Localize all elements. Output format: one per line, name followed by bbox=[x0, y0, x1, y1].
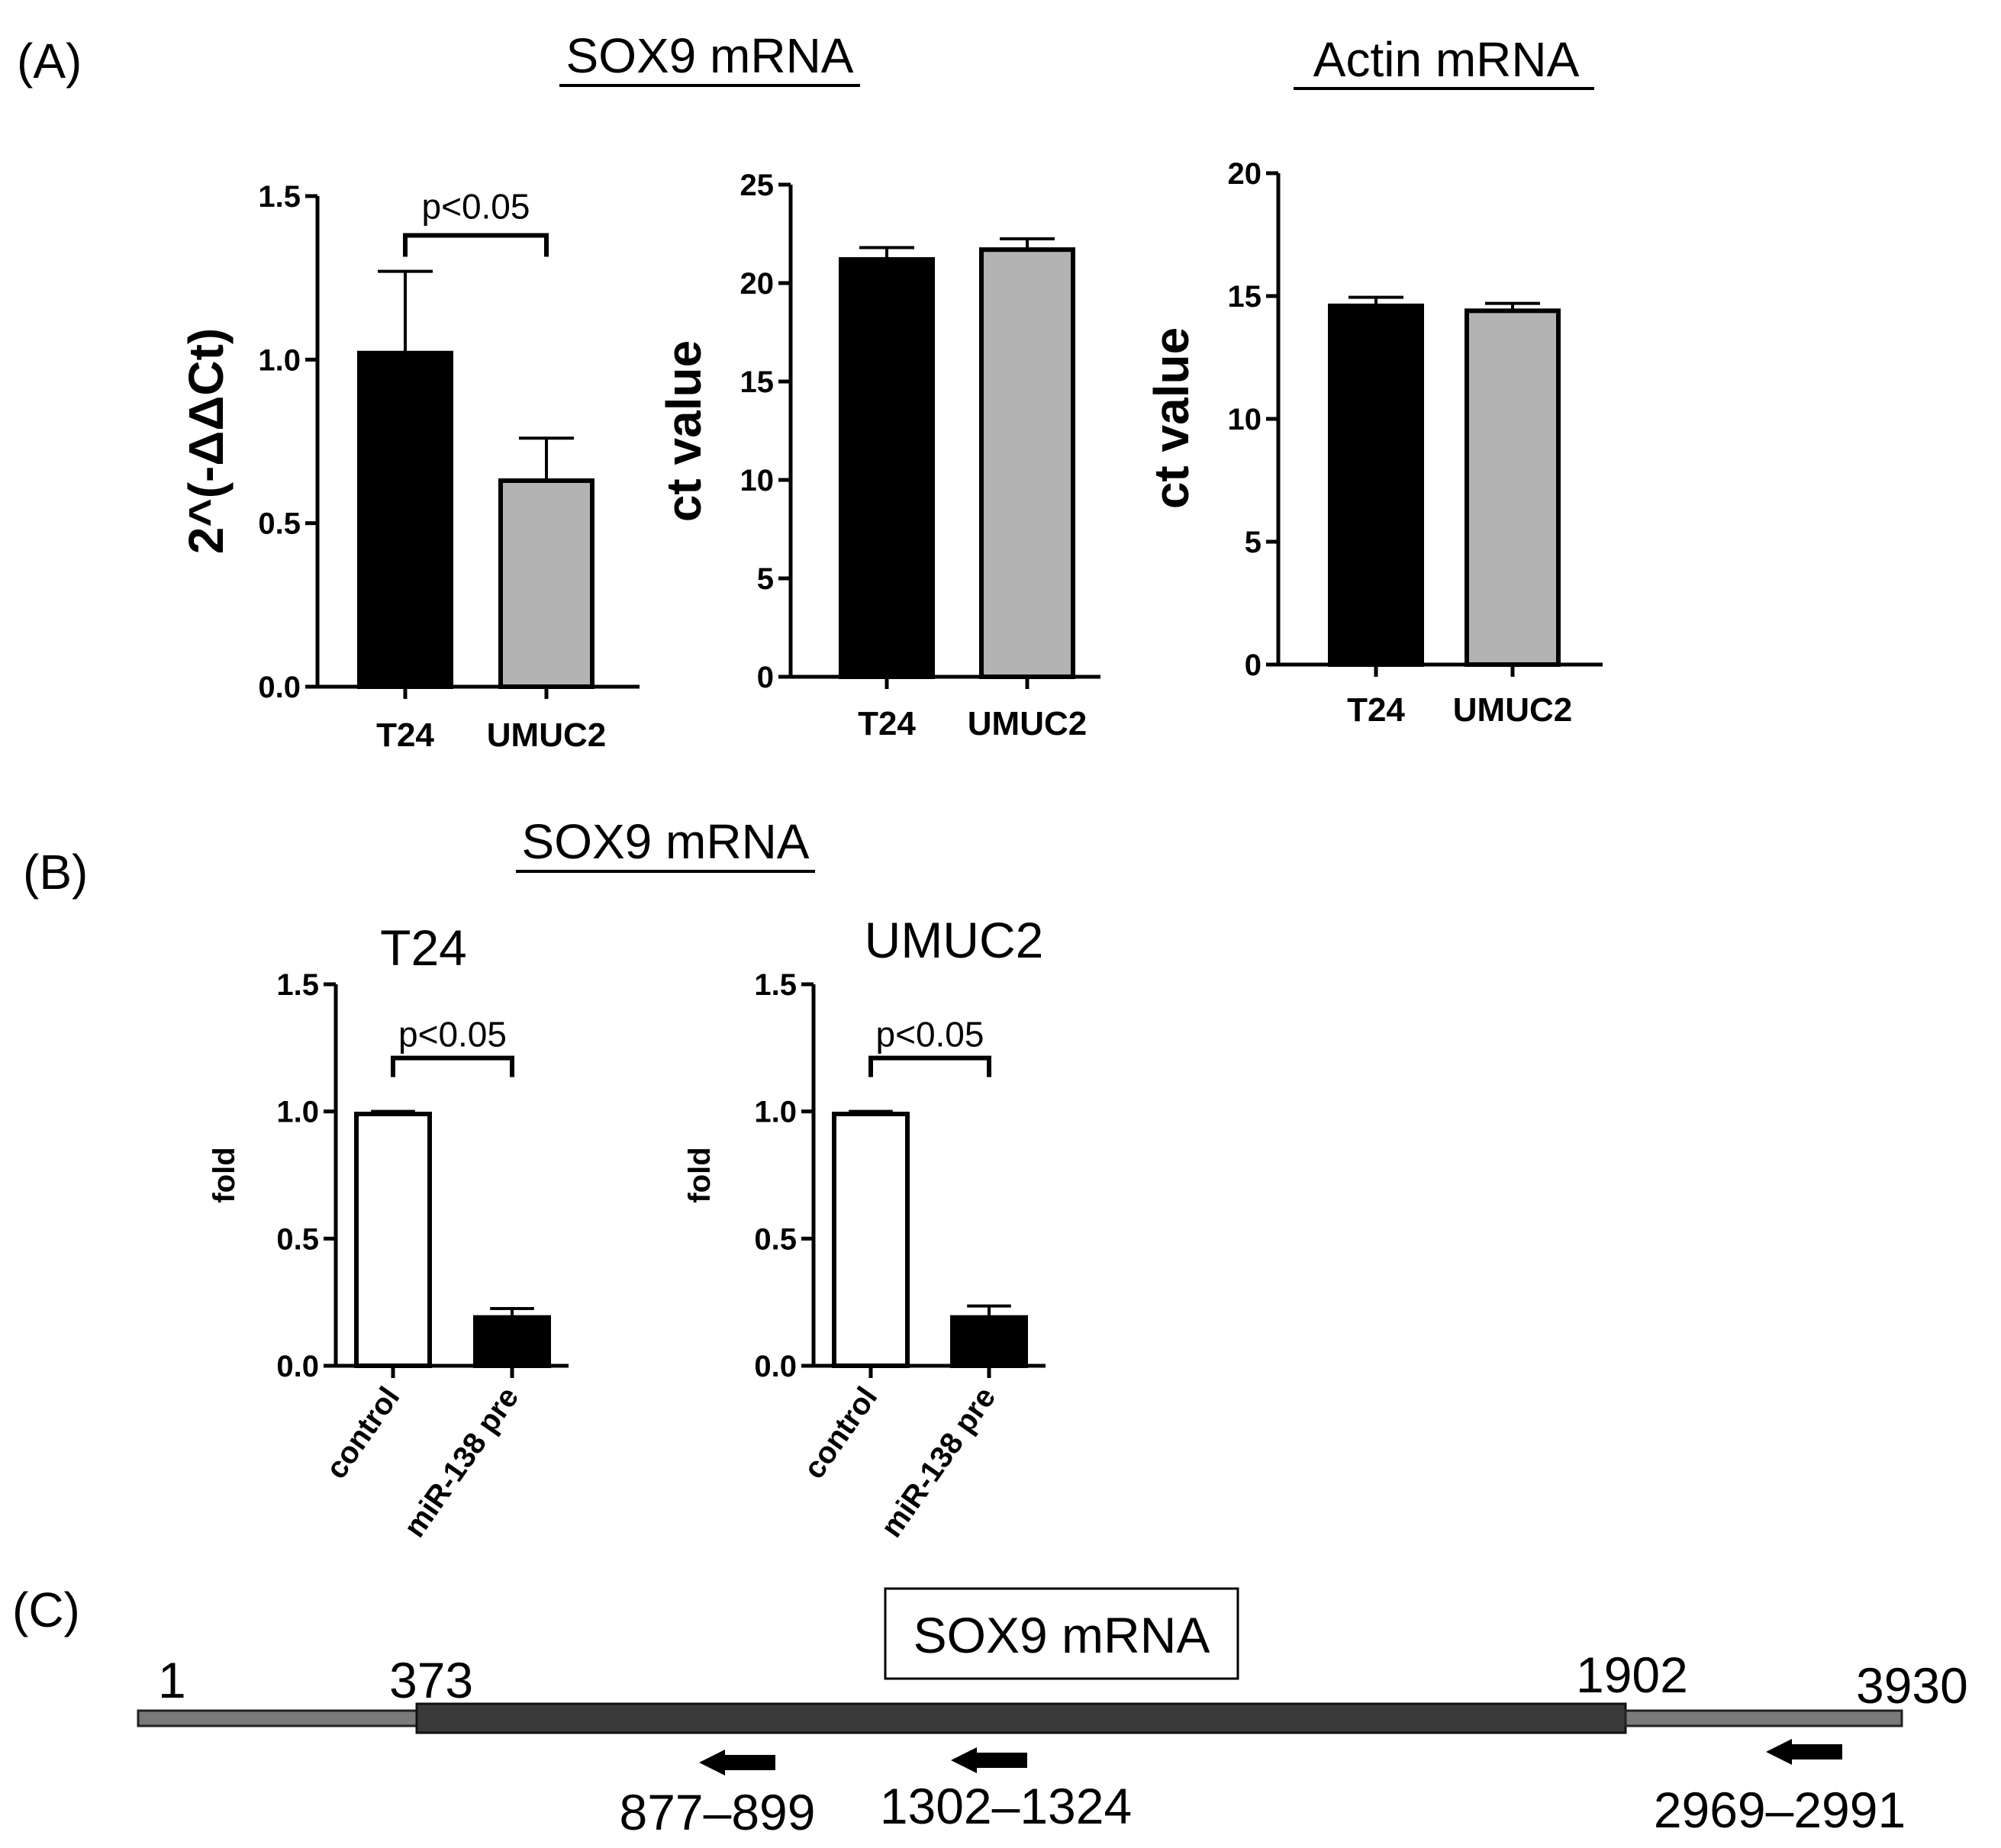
bar-umuc2 bbox=[498, 478, 594, 689]
significance-bracket bbox=[403, 233, 549, 257]
primer-arrow-shaft bbox=[1790, 1744, 1842, 1759]
bar-umuc2 bbox=[979, 247, 1075, 679]
y-axis-label: ct value bbox=[656, 340, 711, 522]
primer-877-899: 877–899 bbox=[620, 1750, 816, 1840]
position-label-start: 1 bbox=[158, 1652, 186, 1708]
subplot-title: T24 bbox=[380, 919, 467, 976]
five-prime-utr bbox=[137, 1709, 418, 1727]
panel-b-sox9-title: SOX9 mRNA bbox=[522, 814, 810, 869]
bar-umuc2 bbox=[1464, 308, 1561, 667]
y-tick-label: 0.5 bbox=[258, 507, 301, 541]
bar-mir-138-pre bbox=[473, 1315, 551, 1368]
category-label: T24 bbox=[376, 716, 434, 754]
category-label: T24 bbox=[858, 705, 916, 742]
sox9-mrna-map: SOX9 mRNA 1 373 1902 3930 877–899 1302–1… bbox=[137, 1587, 1968, 1840]
bar-t24 bbox=[1328, 303, 1424, 667]
y-tick-label: 0.5 bbox=[276, 1222, 319, 1256]
three-prime-utr bbox=[1624, 1709, 1903, 1727]
primer-arrow-shaft bbox=[723, 1755, 775, 1770]
significance-bracket bbox=[868, 1055, 991, 1077]
y-tick-label: 1.5 bbox=[754, 968, 797, 1002]
y-tick-label: 5 bbox=[757, 562, 774, 596]
y-tick-label: 0.0 bbox=[754, 1350, 797, 1383]
bar-t24 bbox=[839, 257, 935, 680]
category-label: control bbox=[320, 1381, 407, 1485]
y-tick-label: 1.0 bbox=[258, 343, 301, 377]
category-label: UMUC2 bbox=[487, 716, 606, 754]
category-label: control bbox=[798, 1381, 884, 1485]
primer-arrow-shaft bbox=[975, 1753, 1027, 1768]
chart-actin-ct-value: ct value 0 5 10 15 20 T24 UMUC2 bbox=[1144, 157, 1603, 729]
y-tick-label: 5 bbox=[1245, 526, 1262, 559]
y-axis-label: 2^(-ΔΔCt) bbox=[179, 328, 234, 554]
primer-arrow-head-icon bbox=[699, 1750, 725, 1776]
subplot-title: UMUC2 bbox=[865, 912, 1044, 968]
position-label-end: 3930 bbox=[1856, 1657, 1968, 1714]
map-title: SOX9 mRNA bbox=[914, 1607, 1210, 1663]
coding-region bbox=[415, 1702, 1627, 1734]
bar-control bbox=[832, 1112, 910, 1368]
category-label: UMUC2 bbox=[968, 705, 1087, 742]
y-tick-label: 0.5 bbox=[754, 1222, 797, 1256]
primer-1302-1324: 1302–1324 bbox=[880, 1747, 1132, 1834]
y-tick-label: 10 bbox=[1228, 403, 1262, 436]
bar-control bbox=[354, 1112, 432, 1368]
panel-label-c: (C) bbox=[12, 1582, 80, 1637]
y-tick-label: 0.0 bbox=[276, 1350, 319, 1383]
y-tick-label: 20 bbox=[740, 267, 775, 301]
position-label-cds-end: 1902 bbox=[1576, 1647, 1688, 1703]
primer-arrow-head-icon bbox=[951, 1747, 977, 1773]
y-tick-label: 1.5 bbox=[258, 180, 301, 214]
panel-label-a: (A) bbox=[17, 34, 82, 89]
y-tick-label: 0 bbox=[1245, 649, 1262, 682]
panel-label-b: (B) bbox=[23, 845, 88, 900]
bar-mir-138-pre bbox=[950, 1315, 1028, 1368]
category-label: miR-138 pre bbox=[398, 1381, 525, 1544]
position-label-cds-start: 373 bbox=[389, 1652, 473, 1708]
y-axis-label: fold bbox=[683, 1147, 717, 1202]
primer-label: 2969–2991 bbox=[1654, 1782, 1906, 1838]
bar-t24 bbox=[357, 350, 453, 689]
map-title-box bbox=[884, 1587, 1239, 1680]
y-tick-label: 1.0 bbox=[754, 1096, 797, 1129]
panel-a-actin-title: Actin mRNA bbox=[1313, 32, 1580, 87]
primer-label: 877–899 bbox=[620, 1784, 816, 1840]
significance-label: p<0.05 bbox=[876, 1015, 984, 1054]
significance-bracket bbox=[391, 1055, 514, 1077]
y-axis-label: fold bbox=[208, 1147, 241, 1202]
significance-label: p<0.05 bbox=[398, 1015, 507, 1054]
primer-arrow-head-icon bbox=[1766, 1739, 1792, 1765]
y-tick-label: 0.0 bbox=[258, 671, 301, 704]
y-axis-label: ct value bbox=[1144, 327, 1199, 509]
y-tick-label: 1.0 bbox=[276, 1096, 319, 1129]
y-tick-label: 25 bbox=[740, 169, 775, 202]
category-label: miR-138 pre bbox=[875, 1381, 1002, 1544]
category-label: UMUC2 bbox=[1453, 691, 1572, 729]
panel-a-sox9-title: SOX9 mRNA bbox=[566, 28, 854, 83]
primer-2969-2991: 2969–2991 bbox=[1654, 1739, 1906, 1838]
chart-sox9-relative-expression: 2^(-ΔΔCt) 0.0 0.5 1.0 1.5 T24 UMUC2 p<0.05 bbox=[179, 180, 640, 754]
y-tick-label: 10 bbox=[740, 464, 775, 497]
y-tick-label: 0 bbox=[757, 661, 774, 694]
y-tick-label: 1.5 bbox=[276, 968, 319, 1002]
primer-label: 1302–1324 bbox=[880, 1778, 1132, 1834]
chart-sox9-ct-value: ct value 0 5 10 15 20 25 T24 UMUC2 bbox=[656, 169, 1100, 742]
y-tick-label: 15 bbox=[740, 365, 775, 399]
significance-label: p<0.05 bbox=[422, 186, 530, 226]
category-label: T24 bbox=[1347, 691, 1405, 729]
y-tick-label: 20 bbox=[1228, 157, 1262, 191]
y-tick-label: 15 bbox=[1228, 280, 1262, 314]
